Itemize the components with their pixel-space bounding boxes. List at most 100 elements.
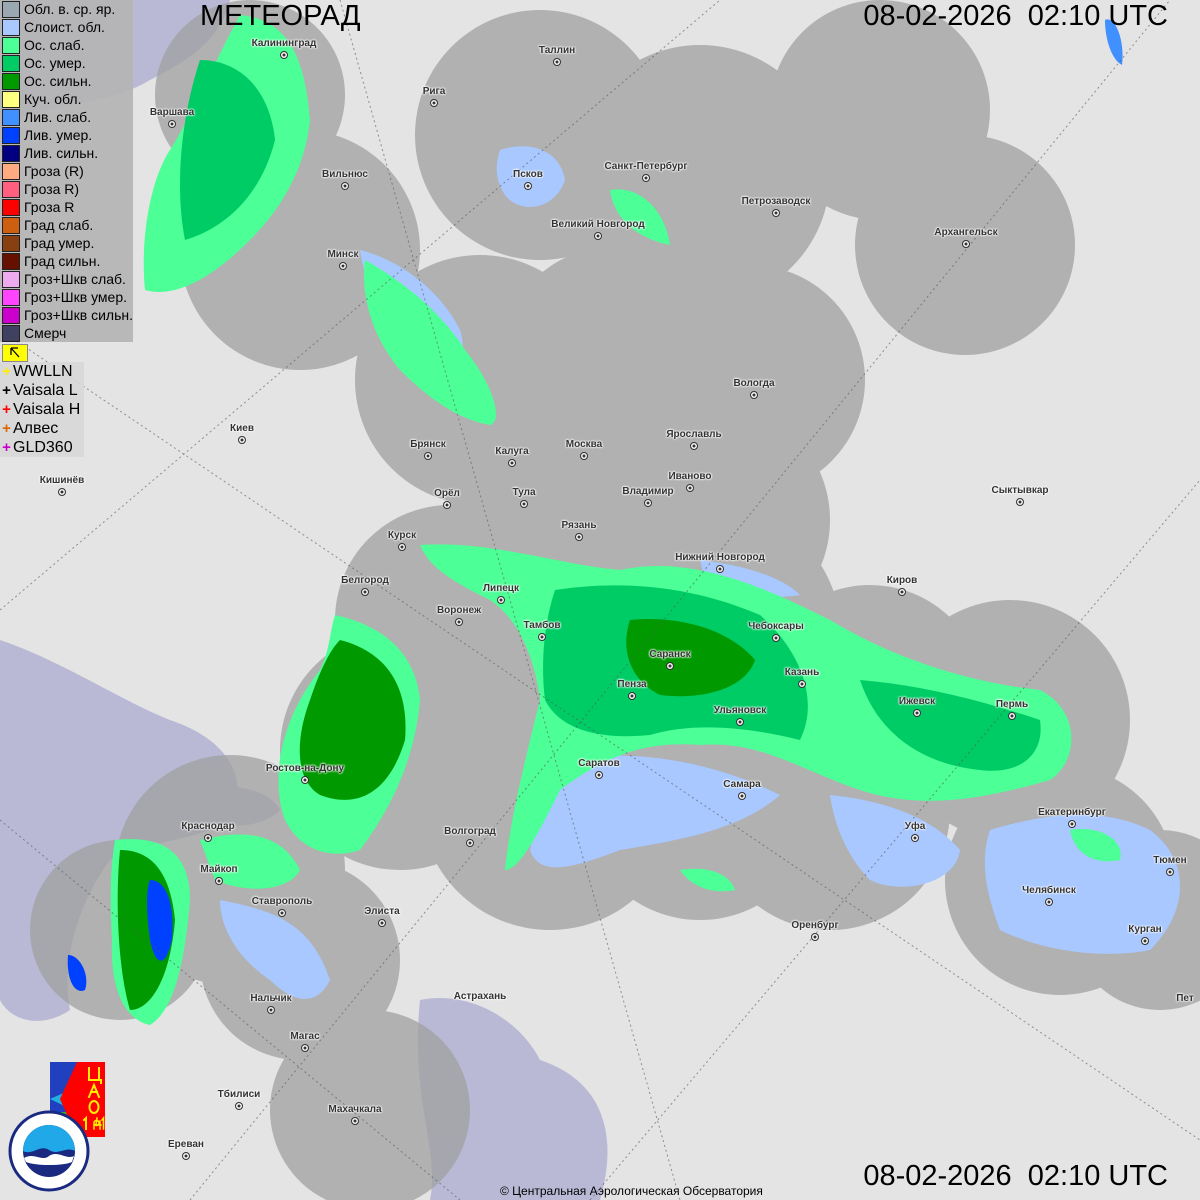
legend-label: Ос. сильн. xyxy=(24,73,92,89)
roshydromet-logo xyxy=(8,1110,90,1192)
city-label: Астрахань xyxy=(453,991,507,1002)
city-label: Ереван xyxy=(168,1139,204,1150)
lightning-network-item[interactable]: + Vaisala H xyxy=(0,400,80,419)
city-marker-icon xyxy=(351,1117,359,1125)
legend-label: Гроз+Шкв сильн. xyxy=(24,307,133,323)
city-label: Тюмен xyxy=(1153,855,1187,866)
lightning-network-label: Алвес xyxy=(13,419,59,437)
city-marker-icon xyxy=(278,909,286,917)
city-label: Нижний Новгород xyxy=(675,552,765,563)
precip-stratiform xyxy=(830,795,960,887)
legend-item: Гроза (R) xyxy=(0,162,133,180)
city-label: Ярославль xyxy=(666,429,722,440)
precip-stratiform xyxy=(530,755,780,868)
city-label: Майкоп xyxy=(200,864,238,875)
city-label: Челябинск xyxy=(1022,885,1076,896)
city-label: Ростов-на-Дону xyxy=(265,763,345,774)
precip-heavy xyxy=(626,619,755,697)
legend-item: Обл. в. ср. яр. xyxy=(0,0,133,18)
city-label: Архангельск xyxy=(934,227,998,238)
city-label: Вильнюс xyxy=(322,169,368,180)
city-marker-icon xyxy=(301,776,309,784)
precip-light xyxy=(680,868,735,892)
city-marker-icon xyxy=(538,633,546,641)
lightning-legend: + WWLLN + Vaisala L + Vaisala H + Алвес + GLD360 xyxy=(0,362,85,457)
city-marker-icon xyxy=(1045,898,1053,906)
legend-item: Ос. слаб. xyxy=(0,36,133,54)
city-marker-icon xyxy=(497,596,505,604)
legend-label: Гроза R xyxy=(24,199,75,215)
legend-swatch xyxy=(2,198,20,216)
city-marker-icon xyxy=(642,174,650,182)
lightning-cross-icon: + xyxy=(2,419,11,437)
city-marker-icon xyxy=(361,588,369,596)
city-marker-icon xyxy=(772,634,780,642)
city-marker-icon xyxy=(58,488,66,496)
city-label: Ижевск xyxy=(898,696,936,707)
legend-item: Гроз+Шкв слаб. xyxy=(0,270,133,288)
precipitation xyxy=(67,15,1180,1025)
legend-swatch xyxy=(2,36,20,54)
city-label: Казань xyxy=(784,667,820,678)
legend-swatch xyxy=(2,54,20,72)
city-label: Пенза xyxy=(617,679,647,690)
city-marker-icon xyxy=(736,718,744,726)
city-marker-icon xyxy=(553,58,561,66)
city-marker-icon xyxy=(424,452,432,460)
city-label: Саратов xyxy=(578,758,620,769)
city-label: Пермь xyxy=(995,699,1029,710)
legend-item: Лив. умер. xyxy=(0,126,133,144)
lightning-network-item[interactable]: + Vaisala L xyxy=(0,381,80,400)
legend-label: Лив. слаб. xyxy=(24,109,92,125)
radar-coverage-circle xyxy=(570,45,830,305)
city-label: Великий Новгород xyxy=(551,219,645,230)
lightning-network-label: WWLLN xyxy=(13,362,73,380)
arrow-flag-icon[interactable] xyxy=(2,344,28,362)
precip-stratiform xyxy=(984,814,1180,954)
city-label: Петрозаводск xyxy=(741,196,811,207)
legend-label: Ос. умер. xyxy=(24,55,86,71)
city-marker-icon xyxy=(898,588,906,596)
lightning-network-item[interactable]: + Алвес xyxy=(0,419,80,438)
city-label: Липецк xyxy=(483,583,519,594)
legend-item: Гроза R) xyxy=(0,180,133,198)
city-marker-icon xyxy=(913,709,921,717)
city-marker-icon xyxy=(595,771,603,779)
city-label: Минск xyxy=(327,249,359,260)
city-label: Вологда xyxy=(733,378,775,389)
lightning-network-item[interactable]: + WWLLN xyxy=(0,362,80,381)
legend-label: Лив. сильн. xyxy=(24,145,99,161)
city-label: Брянск xyxy=(410,439,446,450)
city-label: Пет xyxy=(1176,993,1194,1004)
city-marker-icon xyxy=(644,499,652,507)
city-marker-icon xyxy=(962,240,970,248)
city-label: Москва xyxy=(565,439,603,450)
legend-item: Гроз+Шкв сильн. xyxy=(0,306,133,324)
city-marker-icon xyxy=(339,262,347,270)
legend-label: Смерч xyxy=(24,325,67,341)
legend-swatch xyxy=(2,144,20,162)
city-marker-icon xyxy=(716,565,724,573)
lightning-network-label: GLD360 xyxy=(13,438,73,456)
lightning-network-label: Vaisala L xyxy=(13,381,78,399)
city-label: Таллин xyxy=(538,45,576,56)
legend-label: Гроза (R) xyxy=(24,163,84,179)
lightning-network-item[interactable]: + GLD360 xyxy=(0,438,80,457)
city-label: Махачкала xyxy=(328,1104,382,1115)
city-label: Нальчик xyxy=(250,993,292,1004)
city-marker-icon xyxy=(594,232,602,240)
city-marker-icon xyxy=(1008,712,1016,720)
city-marker-icon xyxy=(666,662,674,670)
city-label: Магас xyxy=(290,1031,320,1042)
legend-label: Обл. в. ср. яр. xyxy=(24,1,116,17)
precip-light xyxy=(364,260,496,425)
city-marker-icon xyxy=(280,51,288,59)
precip-stratiform xyxy=(220,900,330,999)
city-marker-icon xyxy=(430,99,438,107)
city-marker-icon xyxy=(341,182,349,190)
timestamp-top: 08-02-2026 02:10 UTC xyxy=(863,0,1168,32)
city-label: Псков xyxy=(513,169,543,180)
city-label: Калуга xyxy=(495,446,529,457)
